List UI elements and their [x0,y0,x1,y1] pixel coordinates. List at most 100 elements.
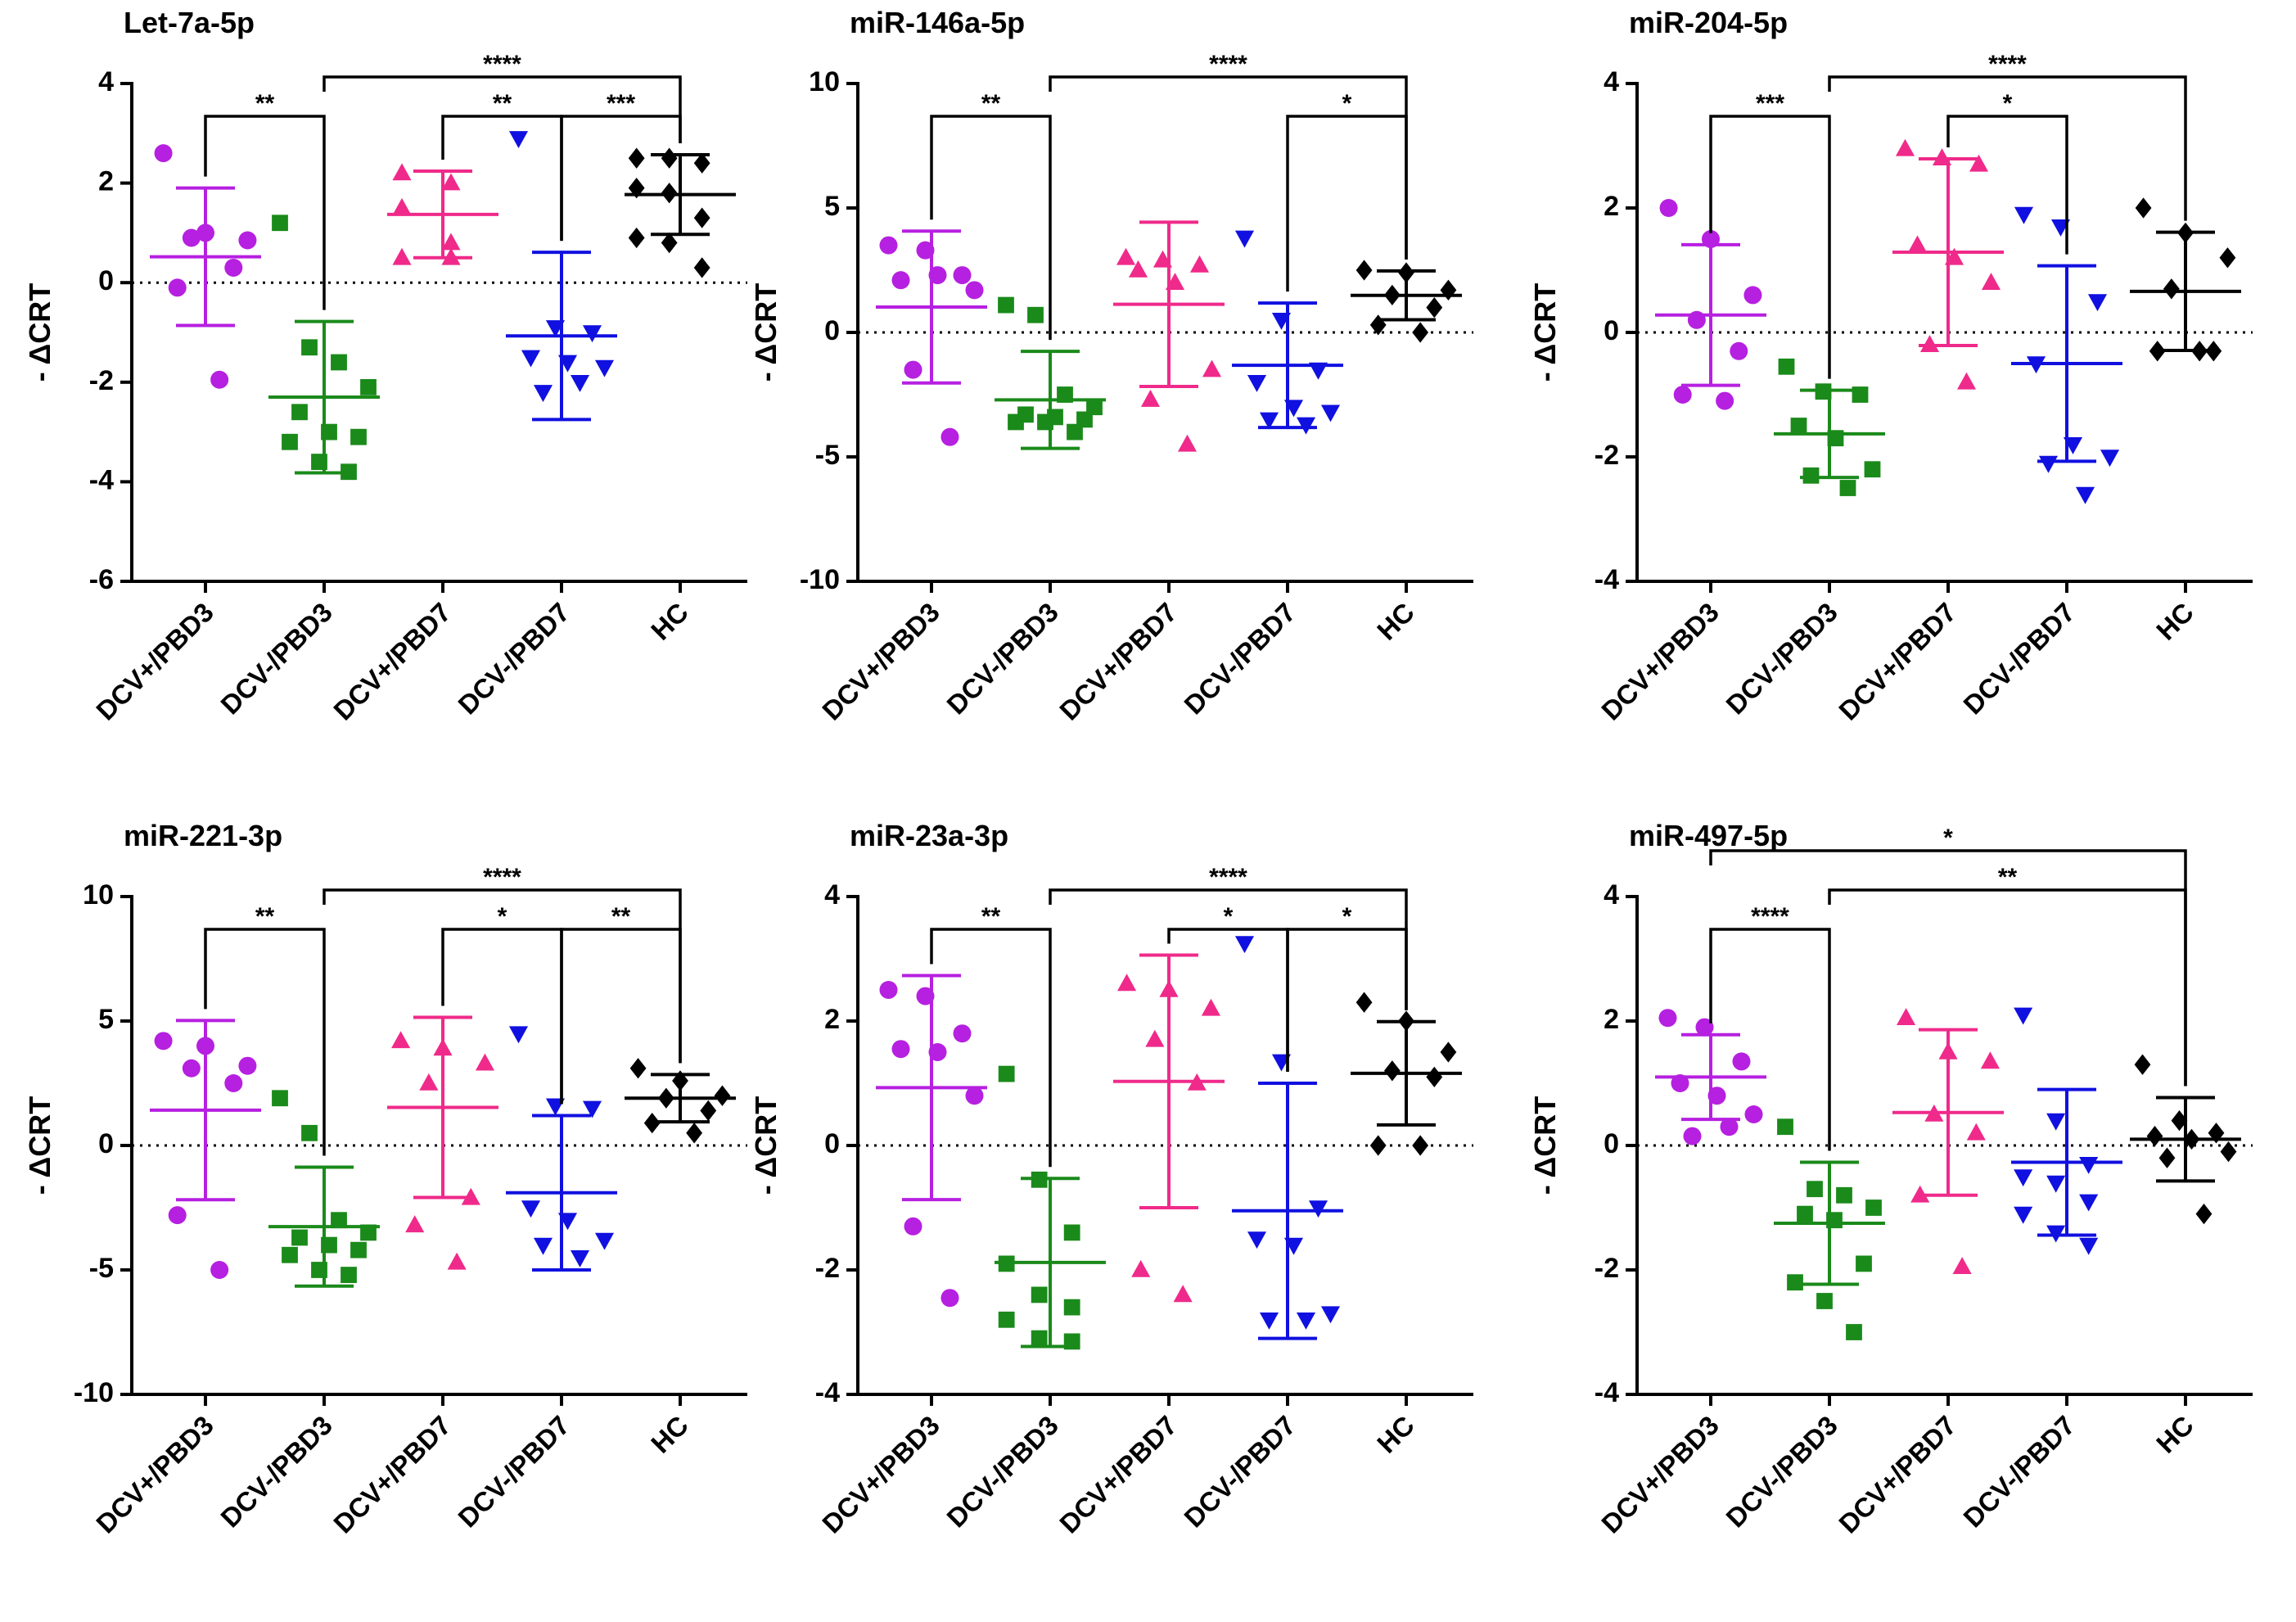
data-point [392,197,412,215]
error-bar [1377,269,1436,322]
data-point [693,207,710,228]
data-point [360,1224,377,1241]
data-point [1234,936,1255,954]
data-point [570,1250,590,1267]
significance-label: **** [483,51,521,78]
y-tick-label: -5 [89,1253,114,1284]
data-point [998,1311,1015,1328]
data-point [2158,1147,2176,1168]
data-point [941,1289,959,1308]
error-bar [295,319,354,475]
data-point [405,1215,425,1233]
data-point [2134,1054,2151,1075]
data-point [998,296,1014,314]
x-tick-label: DCV-/PBD7 [452,597,575,721]
data-point [2014,1169,2033,1187]
panel: miR-23a-3p- ΔCRT-4-2024DCV+/PBD3DCV-/PBD… [749,819,1473,1539]
data-point [1259,1313,1279,1330]
error-bar [1919,156,1978,347]
significance-label: **** [1209,864,1247,891]
data-point [272,215,288,232]
panel-title: Let-7a-5p [124,6,255,39]
data-point [1383,1060,1401,1082]
data-point [904,360,922,379]
data-point [1296,1313,1316,1330]
panel-title: miR-204-5p [1629,6,1788,39]
data-point [360,378,377,395]
data-point [1116,247,1136,265]
data-point [1743,286,1762,305]
data-point [1426,1066,1443,1088]
x-tick-label: DCV-/PBD7 [1957,1410,2081,1534]
significance-bracket [1167,928,1289,1072]
significance-bracket [1286,928,1408,1072]
y-tick-label: 4 [824,879,840,910]
x-tick-label: HC [645,597,694,646]
data-point [272,1090,288,1107]
y-tick-label: 2 [98,166,114,197]
error-bar [651,152,710,237]
data-point [1980,1051,2000,1069]
data-point [2046,1113,2066,1131]
y-tick-label: 0 [1604,315,1619,346]
data-point [521,350,541,368]
data-point [1031,1330,1048,1347]
data-point [594,1232,615,1250]
significance-bracket [204,115,326,310]
data-point [2146,1125,2163,1147]
data-point [1412,1135,1429,1156]
data-point [1952,1257,1972,1274]
y-tick-label: 4 [98,66,114,97]
significance-label: *** [607,90,635,117]
error-bar [176,1019,235,1202]
data-point [965,281,984,300]
panel: miR-204-5p- ΔCRT-4-2024DCV+/PBD3DCV-/PBD… [1528,6,2253,726]
data-point [1807,1181,1823,1198]
significance-bracket [204,928,326,1156]
data-point [965,1087,984,1105]
y-tick-label: -2 [1595,1253,1619,1284]
data-point [629,1058,647,1079]
data-point [953,266,972,285]
data-point [661,232,678,254]
error-bar [2156,230,2215,353]
error-bar [1800,1160,1859,1286]
y-tick-label: 5 [824,191,840,222]
error-bar [1021,350,1080,450]
error-bar [1681,1032,1740,1122]
data-point [441,233,461,251]
y-tick-label: -5 [815,440,840,471]
data-point [1732,1052,1751,1071]
data-point [533,1237,553,1255]
data-point [1440,279,1457,300]
y-tick-label: 10 [83,879,114,910]
data-point [628,147,645,169]
data-point [1720,1118,1739,1136]
error-bar [413,1015,472,1200]
data-point [1063,1224,1080,1241]
data-point [1956,372,1977,390]
data-point [521,1200,541,1218]
data-point [1355,992,1373,1013]
data-point [1895,138,1915,156]
x-tick-label: DCV-/PBD3 [1720,1410,1843,1534]
y-tick-label: -2 [89,365,114,396]
significance-label: * [498,903,507,930]
significance-label: **** [483,864,521,891]
data-point [1865,1200,1882,1216]
significance-bracket [560,928,682,1105]
data-point [2038,455,2059,473]
y-axis-label: - ΔCRT [749,1096,783,1195]
error-bar [1377,1019,1436,1127]
error-bar [1139,953,1198,1209]
error-bar [1258,1082,1317,1340]
data-point [182,1059,201,1078]
data-point [1671,1074,1689,1092]
panel: miR-497-5p- ΔCRT-4-2024DCV+/PBD3DCV-/PBD… [1528,819,2253,1539]
data-point [1839,480,1856,496]
y-tick-label: -6 [89,564,114,595]
y-tick-label: -10 [74,1377,114,1408]
data-point [1247,1231,1267,1249]
data-point [879,236,898,255]
